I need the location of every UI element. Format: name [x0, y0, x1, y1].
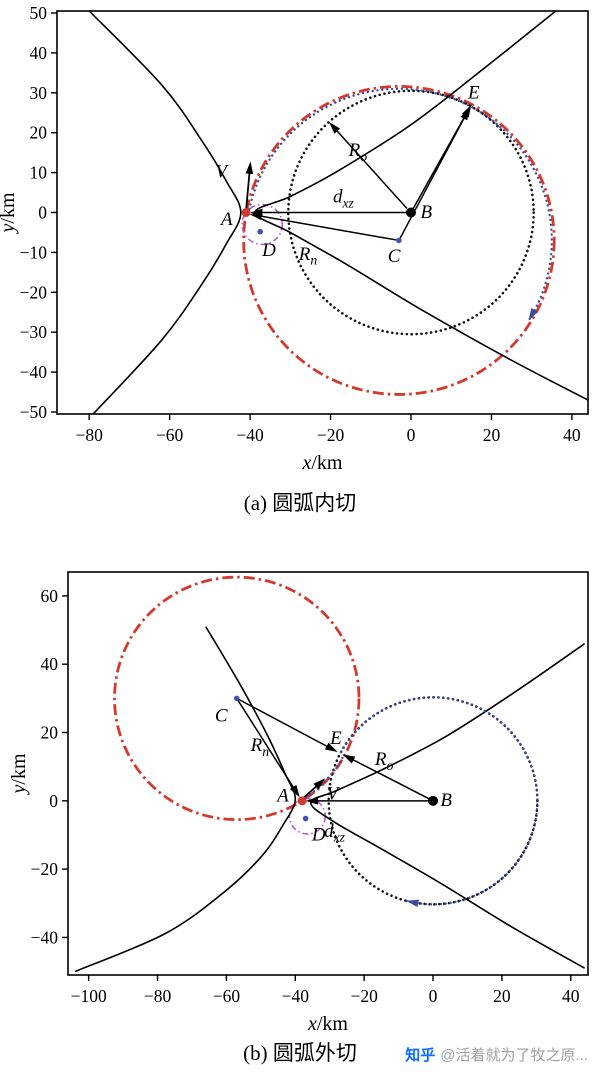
hyperbola-right-branch: [310, 643, 586, 969]
y-tick-label: 40: [30, 43, 48, 63]
capture-zone-circle-D: [241, 203, 284, 246]
label-Ro: Ro: [348, 140, 368, 164]
original-orbit-circle-Ro: [287, 89, 535, 336]
trajectory-arc-around-B: [339, 696, 539, 906]
point-B: [428, 795, 439, 806]
y-tick-label: 20: [30, 123, 48, 143]
trajectory-arc-around-B-arrow: [406, 899, 419, 908]
velocity-arrow-head: [313, 778, 326, 790]
ce-line-head: [324, 742, 338, 752]
y-axis-label: y/km: [0, 192, 19, 234]
y-tick-label: −50: [20, 402, 48, 422]
watermark-text: @活着就为了牧之原...: [440, 1047, 588, 1064]
label-B: B: [420, 202, 432, 223]
transfer-trajectory-arc-arrow: [528, 308, 538, 321]
ro-arrow: [333, 127, 408, 210]
watermark: 知乎 @活着就为了牧之原...: [399, 1042, 594, 1067]
y-tick-label: −40: [20, 362, 48, 382]
x-tick-label: 20: [493, 986, 511, 1006]
x-tick-label: −100: [71, 986, 107, 1006]
label-V: V: [215, 161, 229, 182]
rn-line: [257, 214, 400, 242]
point-D: [257, 228, 263, 235]
label-Rn: Rn: [250, 735, 270, 759]
label-V: V: [327, 783, 341, 804]
x-tick-label: 40: [563, 425, 581, 445]
label-A: A: [275, 785, 289, 806]
x-tick-label: 0: [407, 425, 416, 445]
chart-b-outer-tangent: −100 −80 −60 −40 −20 0 20 40 −40 −20 0 20 40 60 x/km y/…: [8, 571, 589, 1030]
y-tick-label: 40: [41, 654, 59, 674]
x-tick-label: −40: [236, 425, 264, 445]
point-C: [396, 237, 402, 244]
label-D: D: [311, 824, 326, 845]
hyperbola-left-branch: [74, 626, 297, 973]
label-dxz: dxz: [324, 821, 346, 845]
point-C: [233, 695, 240, 702]
y-axis-label: y/km: [8, 753, 30, 795]
label-Rn: Rn: [298, 244, 318, 268]
y-tick-label: 20: [41, 723, 59, 743]
y-tick-label: −20: [31, 859, 59, 879]
caption-chart-b: (b) 圆弧外切: [243, 1041, 357, 1065]
plot-frame: [67, 571, 589, 976]
x-tick-label: −40: [282, 986, 310, 1006]
new-orbit-circle-Rn: [242, 85, 556, 396]
label-E: E: [329, 728, 342, 749]
y-tick-label: −20: [20, 282, 48, 302]
point-D: [302, 815, 309, 822]
transfer-trajectory-arc: [247, 87, 553, 322]
point-B: [406, 207, 416, 218]
x-tick-label: 20: [483, 425, 501, 445]
y-tick-label: −40: [31, 927, 59, 947]
hyperbola-left-branch: [88, 10, 242, 415]
label-B: B: [440, 790, 452, 811]
x-axis-label: x/km: [301, 452, 342, 474]
y-tick-label: 0: [38, 203, 47, 223]
ce-line: [236, 697, 331, 749]
x-tick-label: −20: [350, 986, 378, 1006]
ce-line: [398, 114, 467, 241]
be-line-head: [342, 754, 356, 764]
y-tick-label: 30: [30, 83, 48, 103]
x-tick-label: −60: [213, 986, 241, 1006]
velocity-arrow-head: [245, 161, 254, 175]
y-tick-label: 50: [30, 3, 48, 23]
label-Ro: Ro: [374, 749, 394, 773]
ce-line-head: [460, 107, 470, 121]
label-C: C: [215, 705, 228, 726]
rn-line-head: [289, 784, 300, 798]
x-tick-label: −60: [156, 425, 184, 445]
label-D: D: [261, 240, 276, 261]
caption-chart-a: (a) 圆弧内切: [243, 491, 357, 515]
ro-arrow-head: [328, 121, 341, 134]
point-A: [297, 796, 307, 806]
x-tick-label: 0: [429, 986, 438, 1006]
be-line: [349, 757, 434, 802]
label-dxz: dxz: [333, 186, 355, 210]
point-A: [241, 208, 251, 217]
rn-line-head: [249, 212, 263, 221]
y-tick-label: 10: [30, 163, 48, 183]
velocity-arrow: [245, 169, 251, 211]
zhihu-logo: 知乎: [405, 1047, 436, 1064]
chart-a-inner-tangent: −80 −60 −40 −20 0 20 40 −50 −40 −30 −20 −10 0 10 20 30 4…: [0, 3, 589, 474]
y-tick-label: 0: [49, 791, 58, 811]
label-C: C: [388, 246, 401, 267]
x-tick-label: 40: [562, 986, 580, 1006]
x-tick-label: −80: [75, 425, 103, 445]
label-A: A: [219, 209, 233, 230]
transfer-arc-A-to-E: [300, 754, 345, 802]
y-tick-label: −30: [20, 322, 48, 342]
label-E: E: [467, 83, 480, 104]
dxz-line-head: [305, 796, 319, 805]
y-tick-label: 60: [41, 586, 59, 606]
rn-line: [236, 697, 297, 792]
y-tick-label: −10: [20, 242, 48, 262]
x-tick-label: −20: [317, 425, 345, 445]
x-axis-label: x/km: [307, 1013, 348, 1030]
x-tick-label: −80: [144, 986, 172, 1006]
